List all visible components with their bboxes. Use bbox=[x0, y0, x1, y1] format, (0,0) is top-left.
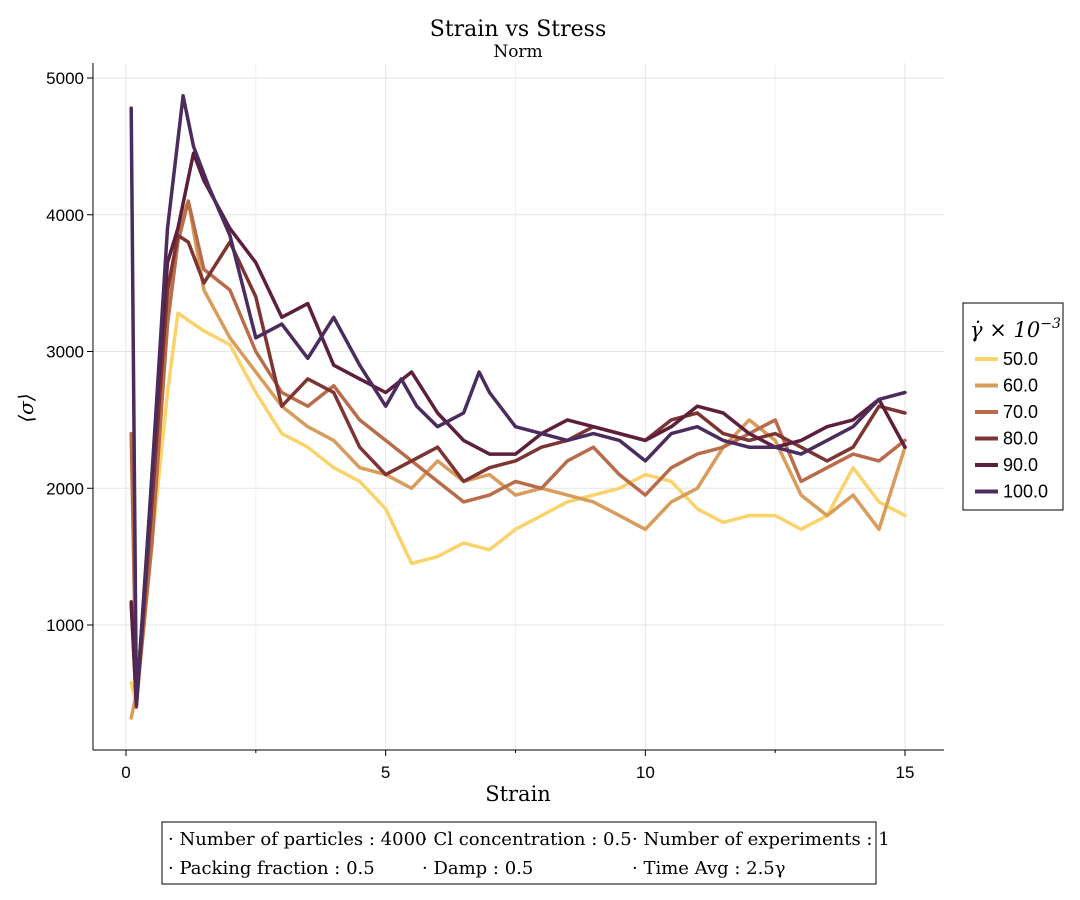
grid bbox=[93, 63, 944, 750]
y-axis-label: ⟨σ⟩ bbox=[14, 393, 38, 422]
legend-label: 50.0 bbox=[1003, 349, 1038, 369]
y-tick-label: 2000 bbox=[46, 479, 84, 498]
chart-title: Strain vs Stress bbox=[430, 17, 606, 42]
series-line-60.0 bbox=[129, 199, 907, 720]
x-tick-label: 5 bbox=[381, 763, 390, 782]
series-line-90.0 bbox=[129, 151, 907, 707]
legend-title: γ̇ × 10−3 bbox=[970, 316, 1061, 342]
info-damp: · Damp : 0.5 bbox=[422, 858, 533, 879]
axes bbox=[92, 63, 944, 751]
plot-area bbox=[93, 63, 944, 750]
info-time-avg: · Time Avg : 2.5γ bbox=[632, 858, 786, 879]
y-tick-label: 5000 bbox=[46, 69, 84, 88]
info-particles: · Number of particles : 4000 bbox=[168, 829, 426, 850]
x-ticks: 0 5 10 15 bbox=[121, 750, 914, 782]
info-box-frame bbox=[161, 821, 877, 885]
series-line-100.0 bbox=[129, 94, 907, 707]
y-tick-label: 4000 bbox=[46, 206, 84, 225]
series-line-50.0 bbox=[129, 311, 907, 707]
legend-title-exp: −3 bbox=[1040, 316, 1061, 332]
series-lines bbox=[129, 94, 907, 720]
info-packing-fraction: · Packing fraction : 0.5 bbox=[168, 858, 375, 879]
legend-label: 70.0 bbox=[1003, 402, 1038, 422]
chart-subtitle: Norm bbox=[493, 42, 542, 62]
legend: γ̇ × 10−3 50.0 60.0 70.0 80.0 90.0 100.0 bbox=[962, 302, 1064, 511]
x-tick-label: 15 bbox=[896, 763, 915, 782]
x-axis-label: Strain bbox=[485, 782, 551, 806]
x-tick-label: 10 bbox=[636, 763, 655, 782]
legend-label: 100.0 bbox=[1003, 482, 1048, 502]
legend-label: 80.0 bbox=[1003, 429, 1038, 449]
legend-title-main: γ̇ × 10 bbox=[970, 318, 1040, 342]
x-tick-label: 0 bbox=[121, 763, 130, 782]
legend-label: 60.0 bbox=[1003, 376, 1038, 396]
series-line-80.0 bbox=[129, 233, 907, 709]
legend-label: 90.0 bbox=[1003, 455, 1038, 475]
info-experiments: · Number of experiments : 1 bbox=[632, 829, 890, 850]
legend-items: 50.0 60.0 70.0 80.0 90.0 100.0 bbox=[975, 349, 1048, 502]
legend-box bbox=[962, 302, 1064, 511]
series-line-70.0 bbox=[129, 199, 907, 702]
y-tick-label: 3000 bbox=[46, 343, 84, 362]
y-ticks: 1000 2000 3000 4000 5000 bbox=[46, 69, 93, 635]
info-cl-concentration: · Cl concentration : 0.5 bbox=[422, 829, 632, 850]
y-tick-label: 1000 bbox=[46, 616, 84, 635]
info-box: · Number of particles : 4000 · Cl concen… bbox=[161, 821, 890, 885]
